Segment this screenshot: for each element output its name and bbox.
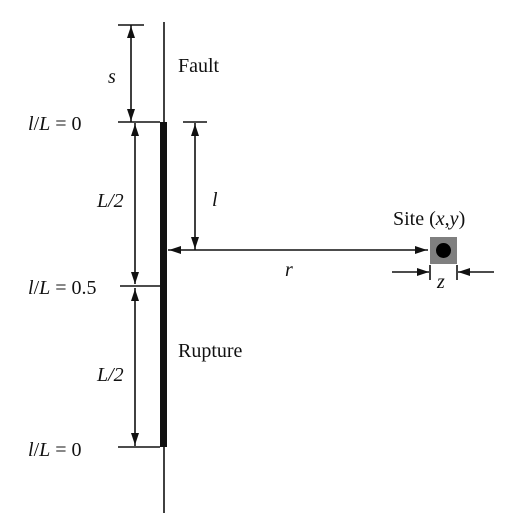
r-label: r [285, 259, 293, 281]
upper-half-label: L/2 [96, 190, 124, 212]
l-arrow-down [191, 237, 199, 249]
upper-half-arrow-up [131, 124, 139, 136]
upper-half-arrow-down [131, 272, 139, 284]
rupture-segment [160, 122, 167, 447]
ll-top-label: l/L = 0 [28, 113, 82, 135]
lower-half-arrow-up [131, 289, 139, 301]
r-arrow-left [169, 246, 181, 254]
z-arrow-right-pointer [458, 268, 470, 276]
site-dot [436, 243, 451, 258]
lower-half-arrow-down [131, 433, 139, 445]
fault-label: Fault [178, 55, 220, 77]
s-arrow-down [127, 109, 135, 121]
s-label: s [108, 66, 116, 88]
ll-bottom-label: l/L = 0 [28, 439, 82, 461]
r-arrow-right [415, 246, 427, 254]
ll-mid-label: l/L = 0.5 [28, 277, 97, 299]
z-label: z [436, 271, 445, 293]
site-label: Site (x,y) [393, 208, 465, 230]
s-arrow-up [127, 26, 135, 38]
rupture-label: Rupture [178, 340, 243, 362]
l-label: l [212, 189, 218, 211]
z-arrow-left-pointer [417, 268, 429, 276]
lower-half-label: L/2 [96, 364, 124, 386]
l-arrow-up [191, 124, 199, 136]
